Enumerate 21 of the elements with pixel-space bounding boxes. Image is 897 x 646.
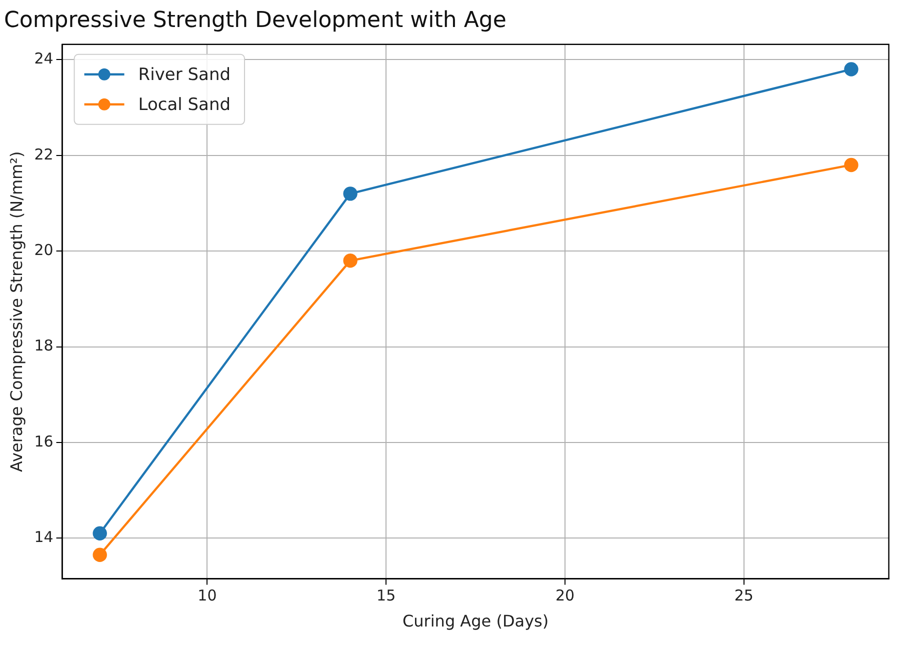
x-tick-label: 25 <box>734 586 754 605</box>
point <box>343 186 358 201</box>
y-tick-label: 16 <box>34 432 54 450</box>
y-tick-label: 22 <box>34 145 54 164</box>
x-tick-label: 20 <box>555 586 575 605</box>
point <box>92 548 107 562</box>
x-axis-title: Curing Age (Days) <box>402 612 549 631</box>
point <box>844 62 858 76</box>
legend-label: River Sand <box>138 64 231 85</box>
chart-title: Compressive Strength Development with Age <box>4 8 506 33</box>
y-tick-label: 18 <box>34 336 54 355</box>
point <box>92 526 107 540</box>
x-tick-label: 10 <box>198 586 217 605</box>
y-tick-label: 20 <box>34 240 54 259</box>
legend-label: Local Sand <box>138 94 231 115</box>
x-tick-label: 15 <box>376 586 396 605</box>
y-tick-label: 24 <box>34 50 54 68</box>
y-tick-label: 14 <box>34 528 54 546</box>
point <box>343 254 358 268</box>
y-axis-title: Average Compressive Strength (N/mm²) <box>6 151 26 472</box>
point <box>844 158 858 172</box>
